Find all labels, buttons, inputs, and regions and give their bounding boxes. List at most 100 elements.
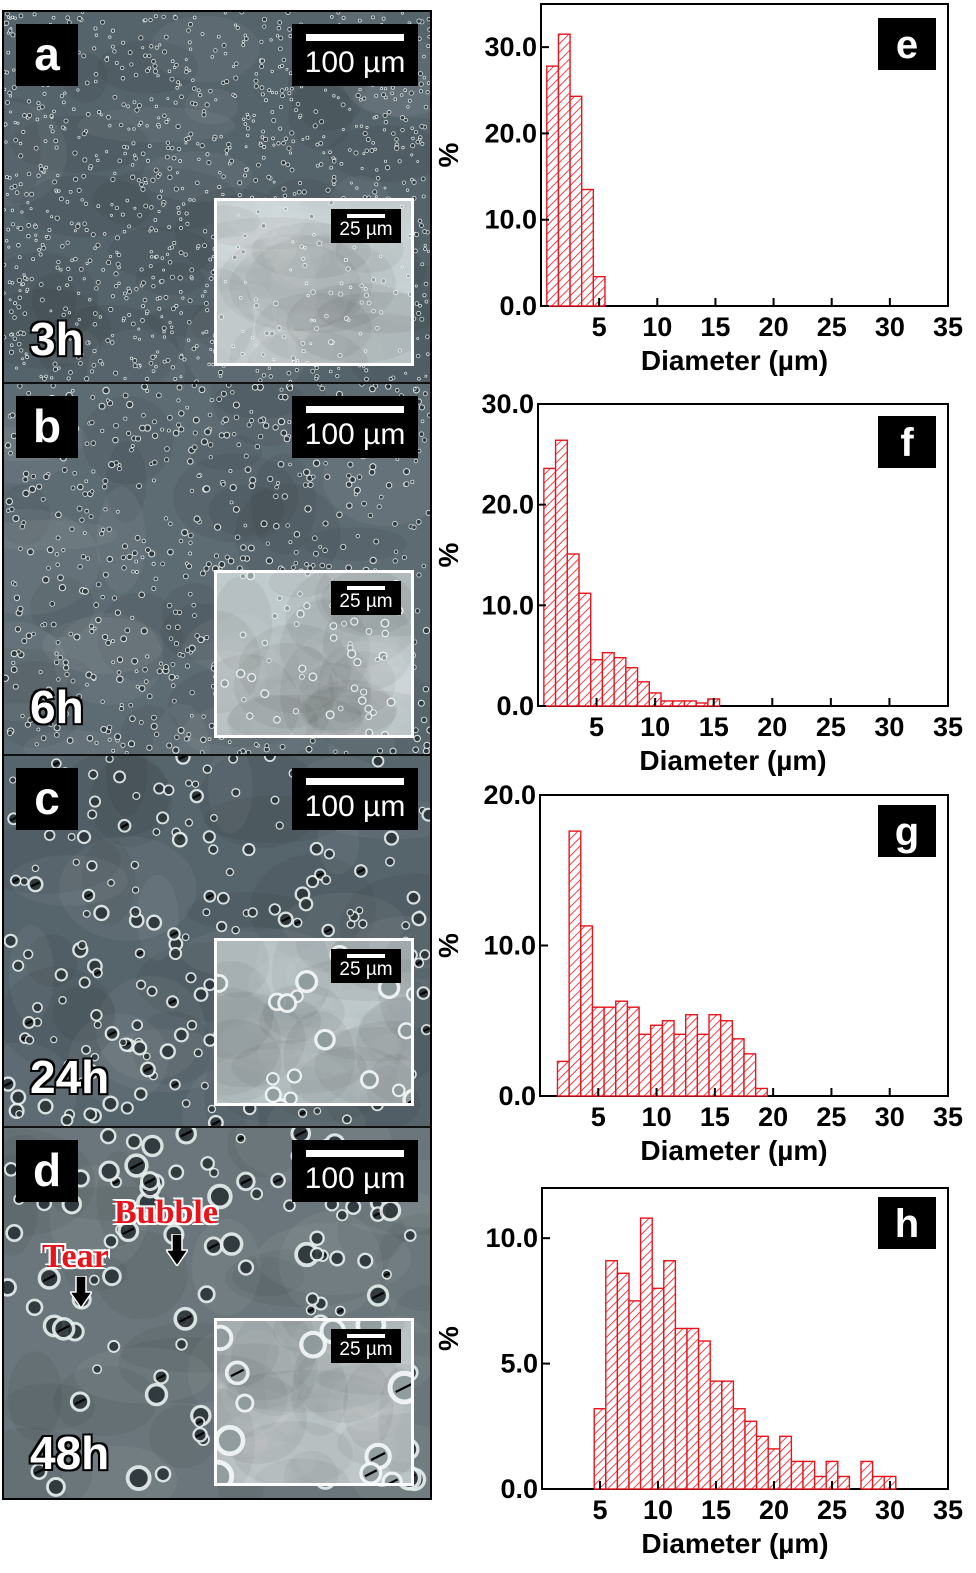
x-tick-label: 20 [759,1495,789,1525]
histogram-bar [603,1006,617,1097]
inset-scale-label-d: 25 µm [339,1339,393,1360]
histogram-bar [663,1260,677,1490]
inset-scale-a: 25 µm [331,209,401,243]
histogram-bar [697,1340,711,1490]
x-tick-label: 15 [701,1495,731,1525]
histogram-bar [674,1327,688,1490]
x-tick-label: 20 [759,312,789,342]
histogram-f: 5 10 15 20 25 30 35 0.0 10.0 20.0 30.0 Diameter (µm… [433,389,963,776]
histogram-h: 5 10 15 20 25 30 35 0.0 5.0 10.0 Diameter (µm)% h [433,1187,963,1559]
y-tick-label: 30.0 [484,32,537,62]
histogram-bar [556,1060,570,1097]
x-tick-label: 10 [642,1102,672,1132]
chart-letter-g: g [895,810,919,854]
scale-bar-label-a: 100 µm [304,46,406,79]
histogram-bar [593,1408,607,1490]
histogram-bar [837,1475,851,1490]
arrow-down-icon [166,1234,188,1266]
x-axis-title: Diameter (µm) [639,745,826,776]
x-tick-label: 35 [933,312,963,342]
histogram-bar [779,1435,793,1490]
histogram-bar [813,1475,827,1490]
chart-letter-h: h [895,1202,919,1246]
y-tick-label: 30.0 [481,389,534,419]
panel-letter-d: d [16,1140,78,1202]
histogram-bar [719,1020,734,1097]
scale-bar-d: 100 µm [292,1140,418,1202]
scale-bar-b: 100 µm [292,396,418,458]
chart-letter-box [878,1197,936,1249]
time-label-c: 24h [30,1051,110,1103]
x-tick-label: 5 [592,1495,607,1525]
histogram-g: 5 10 15 20 25 30 35 0.0 10.0 20.0 Diameter (µm)% g [433,780,963,1166]
inset-b-image [217,573,411,735]
histogram-bar [871,1475,885,1490]
y-tick-label: 10.0 [481,590,534,620]
panel-letter-c: c [16,768,78,830]
x-tick-label: 5 [589,712,604,742]
histogram-bar [580,925,594,1097]
histogram-bar [754,1087,769,1097]
histogram-bar [744,1420,758,1490]
x-tick-label: 25 [816,712,846,742]
histogram-bar [708,1014,722,1097]
histogram-bar [601,651,615,707]
y-tick-label: 0.0 [496,691,534,721]
y-tick-label: 20.0 [483,780,536,810]
histogram-bar [661,1020,675,1097]
panel-letter-b: b [16,396,78,458]
scale-bar-a: 100 µm [292,24,418,86]
scale-bar-label-c: 100 µm [304,790,406,823]
histogram-bar [615,1000,629,1097]
x-tick-label: 10 [642,312,672,342]
arrow-down-icon [70,1276,92,1308]
scale-bar-c: 100 µm [292,768,418,830]
chart-letter-box [878,416,936,468]
histogram-bar [591,1006,605,1097]
time-label-a: 3h [30,313,84,365]
scale-bar-label-d: 100 µm [304,1162,406,1195]
micrograph-panel-a: a 100 µm 25 µm 3h [4,12,430,382]
y-tick-label: 5.0 [500,1349,538,1379]
histogram-bar [554,439,568,707]
micrograph-panel-d: d 100 µm Bubble Tear 25 µm 48h [4,1128,430,1498]
histogram-bar [696,1033,710,1097]
x-axis-title: Diameter (µm) [640,1135,827,1166]
micrograph-column: a 100 µm 25 µm 3h b 100 µm 25 µm 6h c 10… [2,10,432,1500]
x-tick-label: 30 [875,1495,905,1525]
y-tick-label: 10.0 [485,1223,538,1253]
y-axis-title: % [433,933,464,958]
y-tick-label: 0.0 [499,291,537,321]
micrograph-panel-b: b 100 µm 25 µm 6h [4,384,430,754]
micrograph-panel-c: c 100 µm 25 µm 24h [4,756,430,1126]
y-axis-title: % [433,542,464,567]
histogram-bar [650,1024,664,1097]
histogram-bar [625,667,639,707]
histogram-bar [802,1460,816,1490]
inset-b: 25 µm [214,570,414,738]
histogram-bar [731,1038,745,1097]
inset-c: 25 µm [214,938,414,1106]
x-tick-label: 25 [817,312,847,342]
inset-a-image [217,201,411,363]
y-tick-label: 10.0 [484,205,537,235]
inset-a: 25 µm [214,198,414,366]
scale-bar-label-b: 100 µm [304,418,406,451]
x-tick-label: 5 [592,312,607,342]
y-axis-title: % [433,142,464,167]
x-tick-label: 30 [874,712,904,742]
x-tick-label: 5 [591,1102,606,1132]
x-tick-label: 10 [640,712,670,742]
chart-letter-box [878,805,936,857]
histogram-bar [616,1272,630,1490]
x-tick-label: 25 [817,1495,847,1525]
chart-letter-e: e [896,23,918,67]
histogram-e: 5 10 15 20 25 30 35 0.0 10.0 20.0 30.0 Diameter (µm… [433,3,963,376]
histogram-bar [695,702,709,707]
x-tick-label: 20 [757,712,787,742]
chart-letter-f: f [900,421,914,465]
histogram-bar [686,1327,700,1490]
time-label-b: 6h [30,681,84,733]
x-tick-label: 30 [875,1102,905,1132]
